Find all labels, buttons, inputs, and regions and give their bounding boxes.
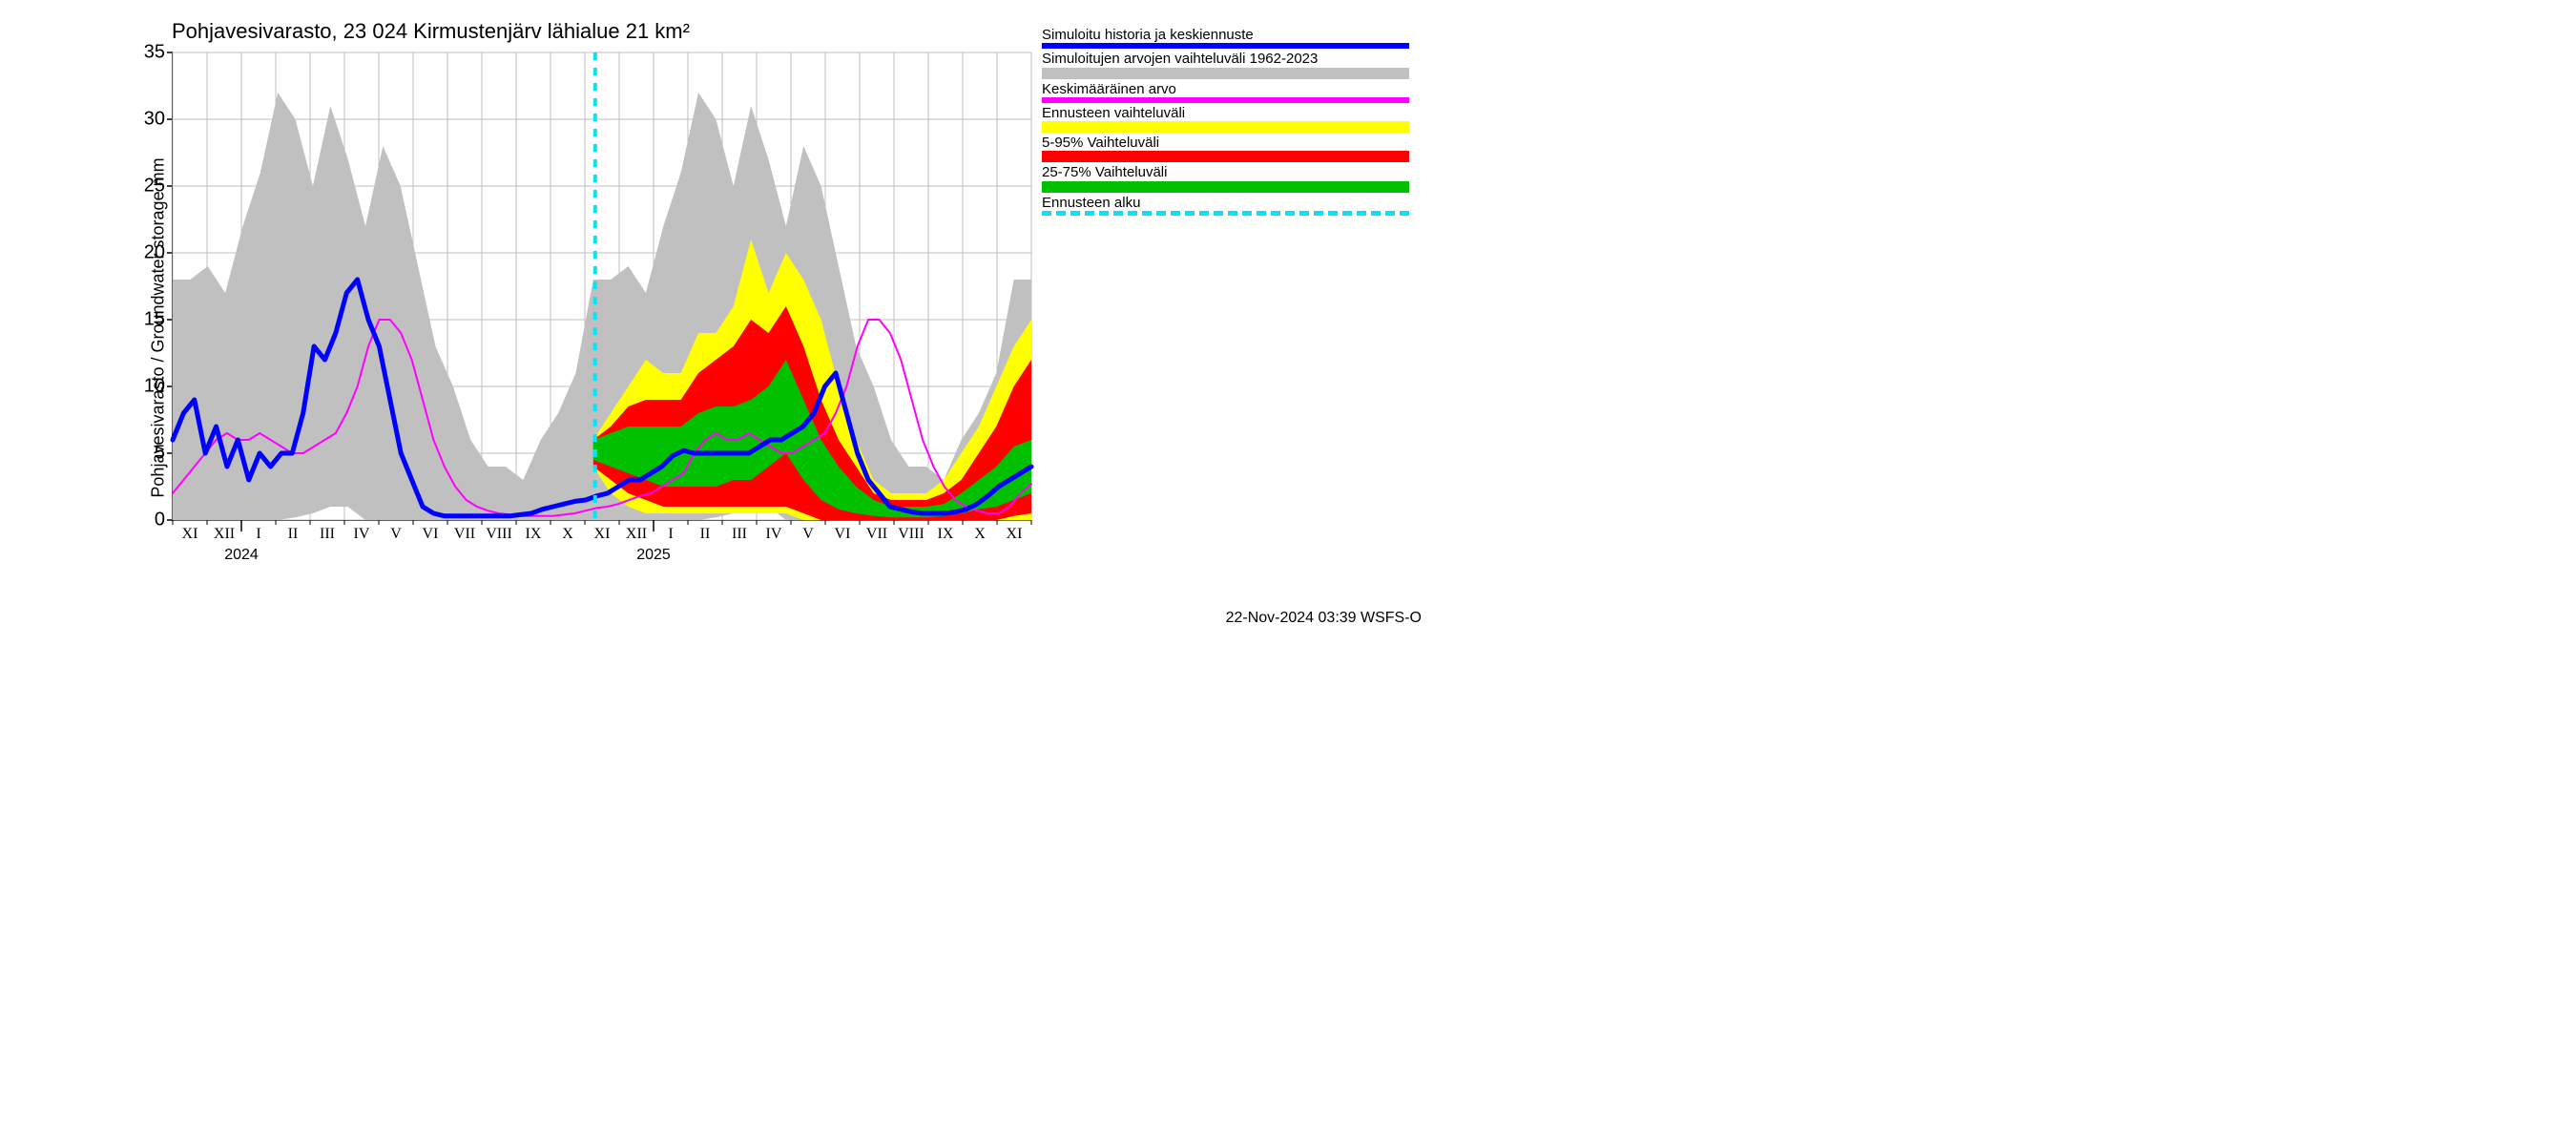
- year-label: 2024: [224, 547, 259, 564]
- legend-item: Simuloitu historia ja keskiennuste: [1042, 27, 1423, 49]
- legend-swatch: [1042, 151, 1409, 162]
- x-tick-label: XI: [1007, 526, 1023, 543]
- legend-swatch: [1042, 97, 1409, 103]
- legend-swatch: [1042, 68, 1409, 79]
- legend: Simuloitu historia ja keskiennuste Simulo…: [1042, 27, 1423, 218]
- legend-item: Keskimääräinen arvo: [1042, 81, 1423, 103]
- y-tick-label: 25: [144, 176, 165, 198]
- y-tick-label: 0: [155, 510, 165, 531]
- x-tick-label: XI: [182, 526, 198, 543]
- y-tick-label: 35: [144, 42, 165, 64]
- x-tick-label: XI: [594, 526, 611, 543]
- plot-svg: [173, 52, 1031, 520]
- legend-swatch: [1042, 211, 1409, 216]
- x-tick-label: X: [562, 526, 573, 543]
- x-tick-label: IX: [938, 526, 954, 543]
- legend-item: Ennusteen alku: [1042, 195, 1423, 216]
- y-tick-label: 5: [155, 443, 165, 465]
- x-tick-label: I: [668, 526, 673, 543]
- year-label: 2025: [636, 547, 671, 564]
- legend-label: Simuloitujen arvojen vaihteluväli 1962-2…: [1042, 51, 1423, 67]
- legend-label: Ennusteen vaihteluväli: [1042, 105, 1423, 121]
- legend-label: Simuloitu historia ja keskiennuste: [1042, 27, 1423, 43]
- timestamp-label: 22-Nov-2024 03:39 WSFS-O: [1226, 610, 1422, 627]
- legend-label: Keskimääräinen arvo: [1042, 81, 1423, 97]
- chart-title: Pohjavesivarasto, 23 024 Kirmustenjärv l…: [172, 19, 690, 44]
- x-tick-label: XII: [214, 526, 235, 543]
- plot-area: 05101520253035XIXIIIIIIIIIVVVIVIIVIIIIXX…: [172, 52, 1031, 521]
- legend-label: 25-75% Vaihteluväli: [1042, 164, 1423, 180]
- x-tick-label: III: [732, 526, 747, 543]
- x-tick-label: VI: [835, 526, 851, 543]
- x-tick-label: III: [320, 526, 335, 543]
- y-tick-label: 30: [144, 109, 165, 131]
- legend-item: Ennusteen vaihteluväli: [1042, 105, 1423, 133]
- y-tick-label: 20: [144, 242, 165, 264]
- x-tick-label: XII: [626, 526, 647, 543]
- x-tick-label: VIII: [486, 526, 512, 543]
- x-tick-label: VI: [423, 526, 439, 543]
- legend-swatch: [1042, 121, 1409, 133]
- x-tick-label: II: [700, 526, 711, 543]
- x-tick-label: X: [974, 526, 986, 543]
- x-tick-label: IX: [526, 526, 542, 543]
- y-tick-label: 15: [144, 309, 165, 331]
- x-tick-label: VII: [866, 526, 887, 543]
- legend-label: Ennusteen alku: [1042, 195, 1423, 211]
- legend-swatch: [1042, 43, 1409, 49]
- x-tick-label: VII: [454, 526, 475, 543]
- legend-item: 5-95% Vaihteluväli: [1042, 135, 1423, 162]
- x-tick-label: II: [288, 526, 299, 543]
- x-tick-label: VIII: [898, 526, 924, 543]
- x-tick-label: I: [256, 526, 260, 543]
- y-tick-label: 10: [144, 376, 165, 398]
- x-tick-label: V: [802, 526, 814, 543]
- legend-item: 25-75% Vaihteluväli: [1042, 164, 1423, 192]
- legend-swatch: [1042, 181, 1409, 193]
- chart-container: Pohjavesivarasto / Groundwater storage m…: [0, 0, 1431, 636]
- x-tick-label: IV: [766, 526, 782, 543]
- legend-label: 5-95% Vaihteluväli: [1042, 135, 1423, 151]
- x-tick-label: IV: [354, 526, 370, 543]
- legend-item: Simuloitujen arvojen vaihteluväli 1962-2…: [1042, 51, 1423, 78]
- x-tick-label: V: [390, 526, 402, 543]
